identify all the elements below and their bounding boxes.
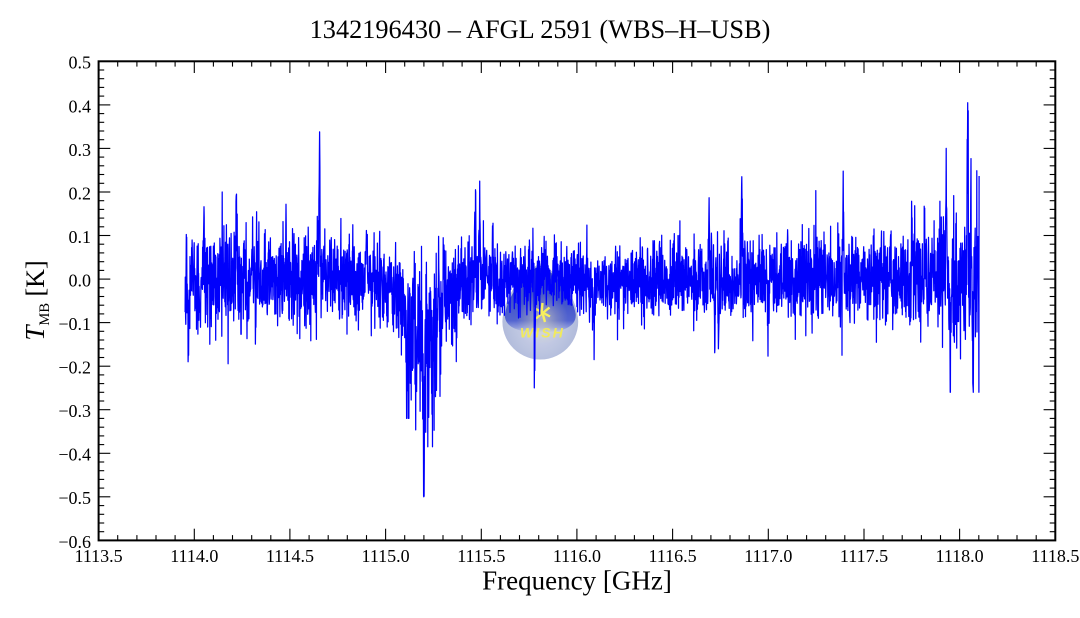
svg-text:1113.5: 1113.5 bbox=[75, 546, 123, 566]
svg-text:0.5: 0.5 bbox=[69, 53, 92, 73]
svg-text:1342196430 – AFGL 2591 (WBS–H–: 1342196430 – AFGL 2591 (WBS–H–USB) bbox=[310, 15, 771, 44]
svg-text:1116.5: 1116.5 bbox=[649, 546, 697, 566]
svg-text:TMB [K]: TMB [K] bbox=[20, 260, 53, 340]
svg-text:1117.5: 1117.5 bbox=[840, 546, 888, 566]
svg-text:0.4: 0.4 bbox=[69, 96, 92, 116]
svg-text:0.0: 0.0 bbox=[69, 271, 92, 291]
svg-text:1114.0: 1114.0 bbox=[170, 546, 218, 566]
svg-text:WISH: WISH bbox=[520, 325, 565, 341]
svg-text:1117.0: 1117.0 bbox=[744, 546, 792, 566]
svg-text:0.1: 0.1 bbox=[69, 227, 92, 247]
svg-text:1118.0: 1118.0 bbox=[936, 546, 984, 566]
svg-text:Frequency [GHz]: Frequency [GHz] bbox=[482, 566, 672, 596]
svg-text:−0.3: −0.3 bbox=[58, 401, 91, 421]
svg-text:0.2: 0.2 bbox=[69, 183, 92, 203]
svg-text:−0.4: −0.4 bbox=[58, 445, 91, 465]
svg-text:−0.2: −0.2 bbox=[58, 358, 91, 378]
svg-text:−0.6: −0.6 bbox=[58, 532, 91, 552]
svg-text:−0.1: −0.1 bbox=[58, 314, 91, 334]
svg-text:1115.0: 1115.0 bbox=[362, 546, 410, 566]
svg-text:1114.5: 1114.5 bbox=[266, 546, 314, 566]
svg-text:1115.5: 1115.5 bbox=[457, 546, 505, 566]
svg-text:1116.0: 1116.0 bbox=[553, 546, 601, 566]
svg-text:1118.5: 1118.5 bbox=[1031, 546, 1079, 566]
svg-text:0.3: 0.3 bbox=[69, 140, 92, 160]
svg-text:−0.5: −0.5 bbox=[58, 488, 91, 508]
